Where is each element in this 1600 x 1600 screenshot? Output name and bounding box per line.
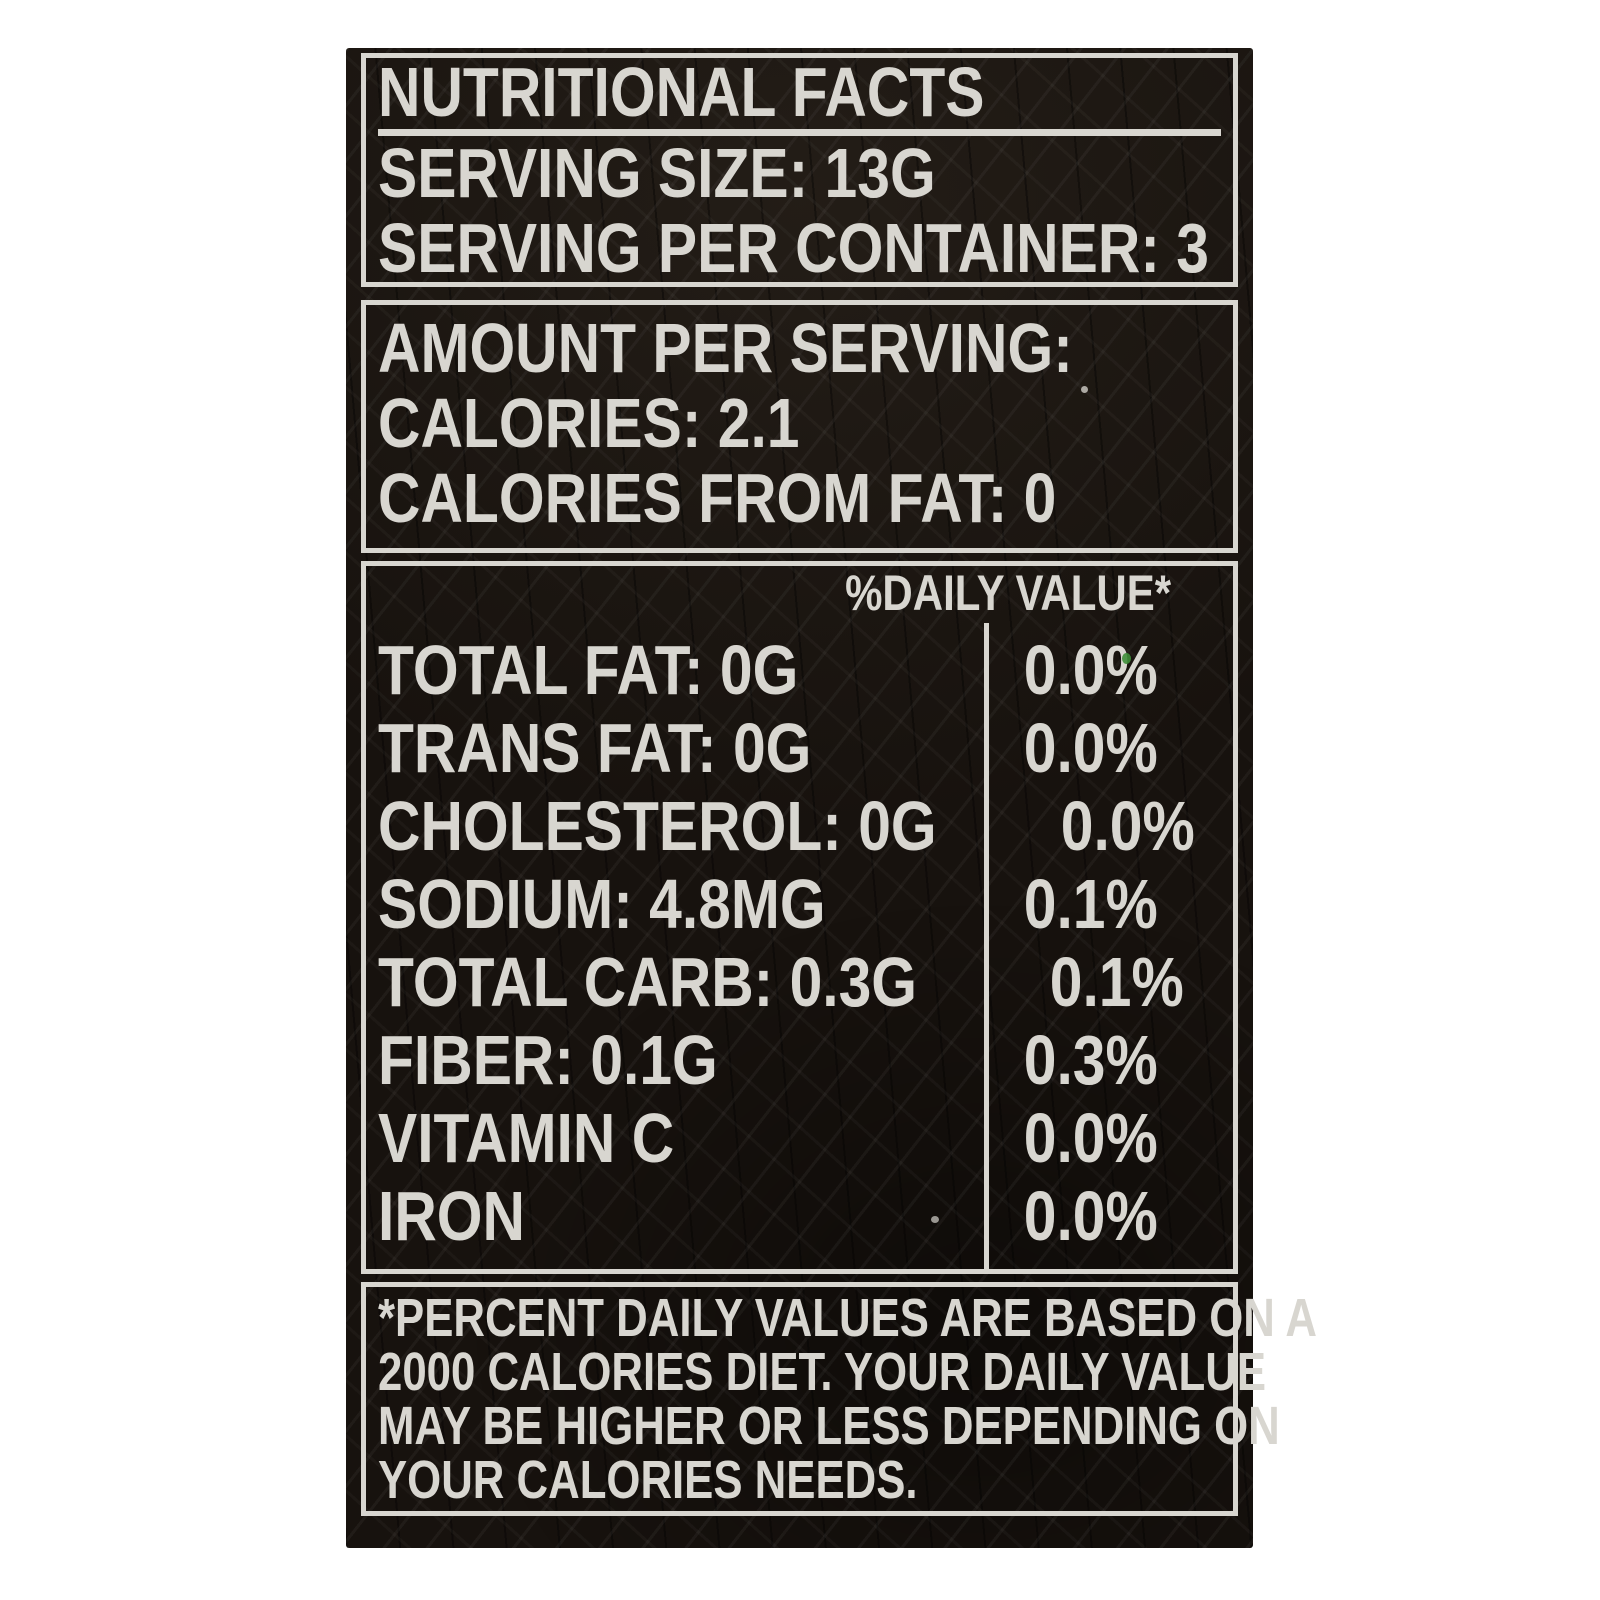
footnote-line: 2000 CALORIES DIET. YOUR DAILY VALUE	[378, 1345, 1266, 1399]
table-row: CHOLESTEROL: 0G 0.0%	[366, 787, 1233, 865]
table-row: FIBER: 0.1G 0.3%	[366, 1021, 1233, 1099]
table-row: VITAMIN C 0.0%	[366, 1099, 1233, 1177]
nutrient-value: 0.0%	[969, 631, 1233, 709]
label-title: NUTRITIONAL FACTS	[378, 53, 1221, 131]
servings-per-container-text: SERVING PER CONTAINER: 3	[378, 209, 1209, 287]
footnote-line: MAY BE HIGHER OR LESS DEPENDING ON	[378, 1399, 1280, 1453]
nutrient-label-text: IRON	[378, 1177, 525, 1255]
table-row: TRANS FAT: 0G 0.0%	[366, 709, 1233, 787]
nutrient-label-text: TOTAL FAT: 0G	[378, 631, 799, 709]
label-title-text: NUTRITIONAL FACTS	[378, 53, 985, 131]
footnote-text: *PERCENT DAILY VALUES ARE BASED ON A	[378, 1288, 1317, 1348]
amount-per-serving-text: AMOUNT PER SERVING:	[378, 309, 1073, 387]
nutrient-label-text: SODIUM: 4.8MG	[378, 865, 826, 943]
nutrient-label: TOTAL CARB: 0.3G	[366, 943, 1020, 1021]
footnote-text: YOUR CALORIES NEEDS.	[378, 1450, 918, 1510]
serving-size-text: SERVING SIZE: 13G	[378, 134, 936, 212]
nutrient-value: 0.0%	[1043, 787, 1233, 865]
table-row: TOTAL CARB: 0.3G 0.1%	[366, 943, 1233, 1021]
amount-per-serving-section: AMOUNT PER SERVING: CALORIES: 2.1 CALORI…	[361, 300, 1238, 553]
footnote-text: MAY BE HIGHER OR LESS DEPENDING ON	[378, 1396, 1280, 1456]
nutrient-label-text: FIBER: 0.1G	[378, 1021, 718, 1099]
amount-per-serving-heading: AMOUNT PER SERVING:	[378, 309, 1221, 387]
nutrient-value: 0.0%	[969, 1177, 1233, 1255]
nutrition-label: NUTRITIONAL FACTS SERVING SIZE: 13G SERV…	[346, 48, 1317, 1548]
nutrient-label: TOTAL FAT: 0G	[366, 631, 969, 709]
footnote-text: 2000 CALORIES DIET. YOUR DAILY VALUE	[378, 1342, 1267, 1402]
nutrient-value-text: 0.0%	[1023, 631, 1159, 709]
footnote-line: *PERCENT DAILY VALUES ARE BASED ON A	[378, 1291, 1317, 1345]
nutrient-value-text: 0.1%	[1049, 943, 1184, 1021]
nutrient-label-text: CHOLESTEROL: 0G	[378, 787, 937, 865]
nutrient-label: SODIUM: 4.8MG	[366, 865, 969, 943]
nutrient-rows: TOTAL FAT: 0G 0.0% TRANS FAT: 0G 0.0% CH…	[366, 631, 1233, 1255]
header-section: NUTRITIONAL FACTS SERVING SIZE: 13G SERV…	[361, 53, 1238, 287]
nutrient-label: FIBER: 0.1G	[366, 1021, 969, 1099]
nutrient-value-text: 0.1%	[1023, 865, 1159, 943]
footnote-section: *PERCENT DAILY VALUES ARE BASED ON A 200…	[361, 1282, 1317, 1516]
nutrient-value: 0.0%	[969, 1099, 1233, 1177]
title-underline	[378, 129, 1221, 136]
daily-value-section: %DAILY VALUE* TOTAL FAT: 0G 0.0% TRANS F…	[361, 561, 1238, 1274]
column-divider	[984, 623, 989, 1269]
nutrient-label: TRANS FAT: 0G	[366, 709, 969, 787]
nutrient-value-text: 0.0%	[1060, 787, 1196, 865]
nutrient-value-text: 0.0%	[1023, 1099, 1159, 1177]
calories-from-fat-line: CALORIES FROM FAT: 0	[378, 459, 1221, 537]
table-row: TOTAL FAT: 0G 0.0%	[366, 631, 1233, 709]
footnote-line: YOUR CALORIES NEEDS.	[378, 1453, 1221, 1507]
nutrient-value: 0.3%	[969, 1021, 1233, 1099]
nutrient-label-text: VITAMIN C	[378, 1099, 675, 1177]
daily-value-column-header: %DAILY VALUE*	[366, 565, 1233, 621]
nutrient-value: 0.0%	[969, 709, 1233, 787]
nutrient-value-text: 0.0%	[1023, 709, 1159, 787]
daily-value-header-text: %DAILY VALUE*	[845, 565, 1171, 621]
servings-per-container-line: SERVING PER CONTAINER: 3	[378, 209, 1221, 287]
serving-size-line: SERVING SIZE: 13G	[378, 134, 1221, 212]
nutrient-label: CHOLESTEROL: 0G	[366, 787, 1043, 865]
nutrient-label-text: TOTAL CARB: 0.3G	[378, 943, 918, 1021]
nutrient-value: 0.1%	[969, 865, 1233, 943]
calories-text: CALORIES: 2.1	[378, 384, 800, 462]
table-row: IRON 0.0%	[366, 1177, 1233, 1255]
nutrient-label-text: TRANS FAT: 0G	[378, 709, 812, 787]
calories-from-fat-text: CALORIES FROM FAT: 0	[378, 459, 1057, 537]
nutrient-label: IRON	[366, 1177, 969, 1255]
table-row: SODIUM: 4.8MG 0.1%	[366, 865, 1233, 943]
calories-line: CALORIES: 2.1	[378, 384, 1221, 462]
nutrient-label: VITAMIN C	[366, 1099, 969, 1177]
nutrient-value: 0.1%	[1020, 943, 1233, 1021]
nutrient-value-text: 0.0%	[1023, 1177, 1159, 1255]
nutrient-value-text: 0.3%	[1023, 1021, 1159, 1099]
